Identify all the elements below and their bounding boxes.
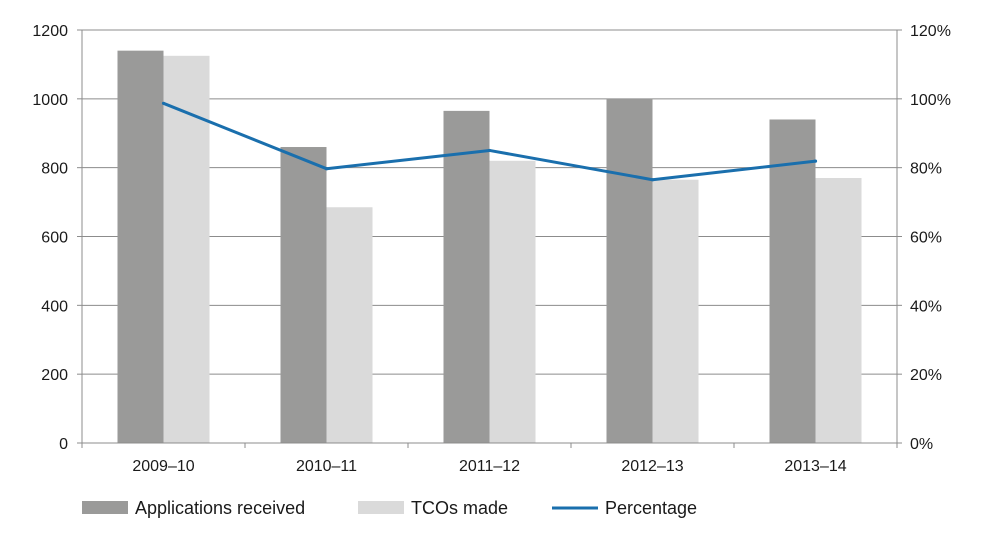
right-tick-label: 20% bbox=[910, 367, 942, 384]
percentage-line-layer bbox=[161, 101, 818, 182]
x-tick-label: 2009–10 bbox=[132, 458, 194, 475]
legend-label-0: Applications received bbox=[135, 498, 305, 518]
right-tick-label: 60% bbox=[910, 230, 942, 247]
legend-swatch-1 bbox=[358, 501, 404, 514]
bar-tcos-made-1 bbox=[326, 207, 373, 443]
x-tick-label: 2013–14 bbox=[784, 458, 846, 475]
percentage-point-4 bbox=[813, 159, 818, 163]
right-axis-ticks: 0% 20% 40% 60% 80% 100% 120% bbox=[897, 23, 951, 453]
x-axis-ticks: 2009–10 2010–11 2011–12 2012–13 2013–14 bbox=[81, 443, 898, 475]
right-tick-label: 40% bbox=[910, 298, 942, 315]
x-tick-label: 2012–13 bbox=[621, 458, 683, 475]
legend-swatch-0 bbox=[82, 501, 128, 514]
left-tick-label: 200 bbox=[41, 367, 68, 384]
right-tick-label: 80% bbox=[910, 161, 942, 178]
left-tick-label: 0 bbox=[59, 436, 68, 453]
percentage-point-1 bbox=[324, 167, 329, 171]
left-axis-ticks: 0 200 400 600 800 1000 1200 bbox=[32, 23, 82, 453]
bar-applications-received-2 bbox=[443, 110, 490, 444]
x-tick-label: 2011–12 bbox=[459, 458, 520, 475]
bar-applications-received-4 bbox=[769, 119, 816, 443]
right-tick-label: 120% bbox=[910, 23, 951, 40]
bars bbox=[117, 50, 862, 444]
legend-label-2: Percentage bbox=[605, 498, 697, 518]
bar-applications-received-0 bbox=[117, 50, 164, 444]
left-tick-label: 800 bbox=[41, 161, 68, 178]
left-tick-label: 1000 bbox=[32, 92, 68, 109]
bar-applications-received-1 bbox=[280, 147, 327, 443]
bar-tcos-made-3 bbox=[652, 179, 699, 443]
bar-tcos-made-2 bbox=[489, 160, 536, 444]
percentage-point-3 bbox=[650, 178, 655, 182]
left-tick-label: 400 bbox=[41, 298, 68, 315]
percentage-point-2 bbox=[487, 148, 492, 153]
left-tick-label: 600 bbox=[41, 230, 68, 247]
left-tick-label: 1200 bbox=[32, 23, 68, 40]
legend: Applications received TCOs made Percentage bbox=[82, 498, 697, 518]
legend-label-1: TCOs made bbox=[411, 498, 508, 518]
bar-tcos-made-0 bbox=[163, 55, 210, 443]
bar-tcos-made-4 bbox=[815, 177, 862, 443]
percentage-point-0 bbox=[161, 101, 166, 105]
bar-applications-received-3 bbox=[606, 98, 653, 443]
right-tick-label: 100% bbox=[910, 92, 951, 109]
x-tick-label: 2010–11 bbox=[296, 458, 357, 475]
right-tick-label: 0% bbox=[910, 436, 933, 453]
